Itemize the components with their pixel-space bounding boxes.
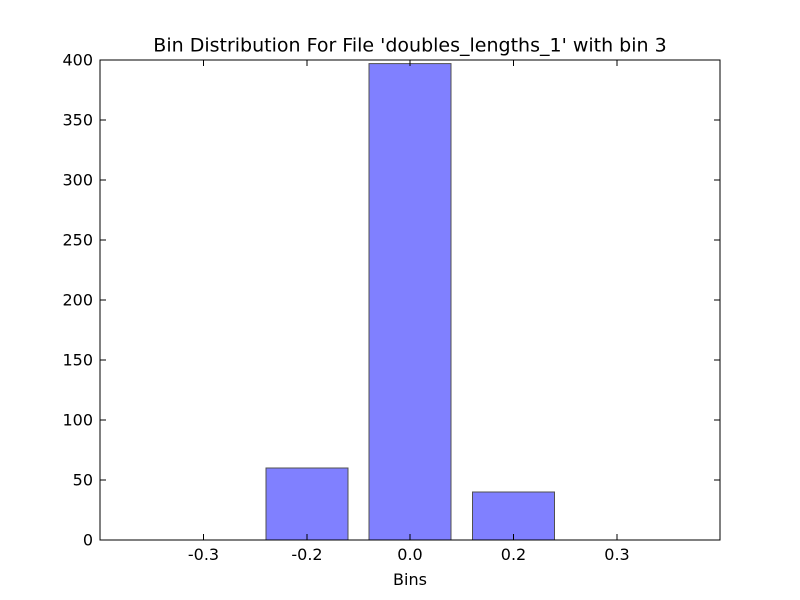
y-tick-label: 0 [83, 531, 93, 550]
y-tick-label: 150 [62, 351, 93, 370]
x-tick-label: 0.0 [397, 545, 422, 564]
y-tick-label: 350 [62, 111, 93, 130]
y-tick-label: 50 [73, 471, 93, 490]
x-tick-label: 0.3 [604, 545, 629, 564]
bars-group [265, 63, 555, 541]
y-tick-label: 100 [62, 411, 93, 430]
x-tick-label: -0.3 [188, 545, 219, 564]
bar-0.2 [472, 491, 555, 541]
bar-0.0 [368, 63, 452, 541]
y-tick-label: 200 [62, 291, 93, 310]
x-tick-label: -0.2 [291, 545, 322, 564]
bar--0.2 [265, 467, 349, 541]
ticks-group: 0 50 100 150 200 250 300 350 400 -0.3 -0.2 0.0 0.2 0.… [62, 51, 720, 564]
chart-title: Bin Distribution For File 'doubles_lengt… [153, 35, 666, 57]
x-tick-label: 0.2 [501, 545, 526, 564]
plot-frame [99, 59, 721, 541]
y-tick-label: 250 [62, 231, 93, 250]
y-tick-label: 300 [62, 171, 93, 190]
y-tick-label: 400 [62, 51, 93, 70]
x-axis-label: Bins [393, 570, 427, 589]
